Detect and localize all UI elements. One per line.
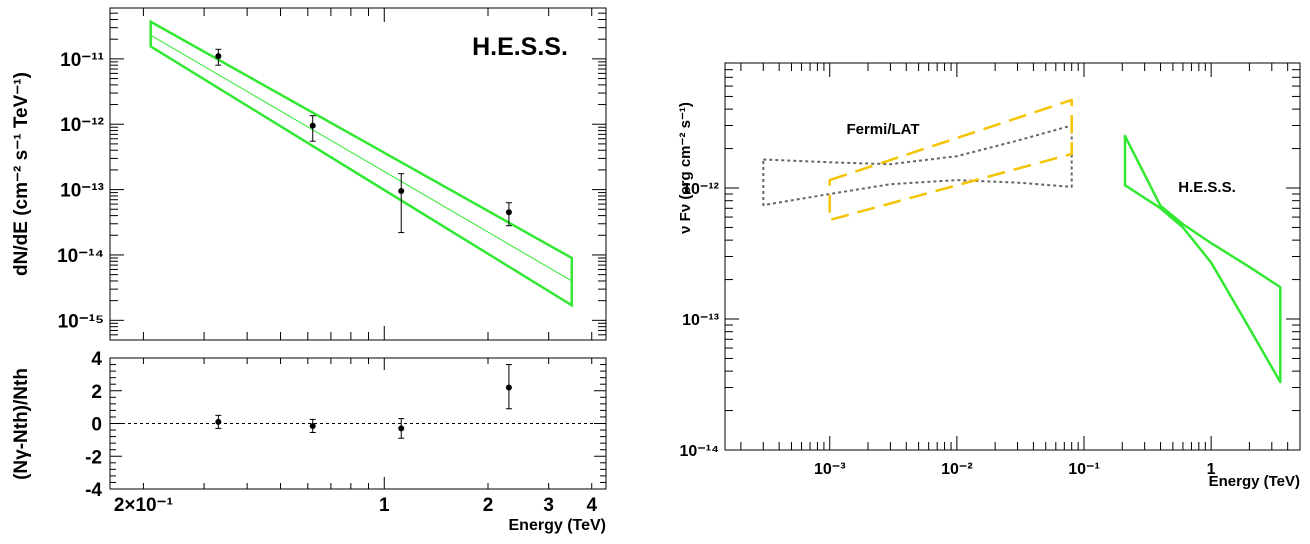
spectrum-axes: 10⁻¹¹ 10⁻¹² 10⁻¹³ 10⁻¹⁴ 10⁻¹⁵ <box>57 7 606 341</box>
residual-point <box>215 418 222 425</box>
residual-x-axis-label: Energy (TeV) <box>509 517 607 534</box>
data-point <box>215 53 222 60</box>
x-tick-label: 10⁻¹ <box>1068 461 1100 478</box>
y-tick-label: 4 <box>91 349 102 370</box>
sed-plot-frame <box>724 62 1301 451</box>
fermi-alt-band <box>828 98 1073 222</box>
best-fit-line <box>150 34 573 282</box>
y-tick-label: 10⁻¹⁵ <box>58 311 104 332</box>
spectrum-plot-frame <box>109 7 607 341</box>
sed-marks <box>762 98 1282 384</box>
data-point <box>309 122 316 129</box>
fermi-series-label: Fermi/LAT <box>846 121 919 138</box>
y-tick-label: 10⁻¹³ <box>682 312 719 329</box>
hess-band <box>1123 134 1282 384</box>
x-tick-label: 10⁻³ <box>814 461 846 478</box>
y-tick-label: 10⁻¹² <box>60 115 104 136</box>
data-point <box>398 188 405 195</box>
y-tick-label: -2 <box>85 447 102 468</box>
sed-axes: 10⁻³ 10⁻² 10⁻¹ 1 10⁻¹² 10⁻¹³ 10⁻¹⁴ <box>680 62 1301 478</box>
spectrum-title: H.E.S.S. <box>472 33 568 61</box>
y-tick-label: 10⁻¹² <box>682 181 719 198</box>
y-tick-label: 10⁻¹¹ <box>60 50 104 71</box>
x-tick-label: 1 <box>1207 461 1216 478</box>
x-tick-label: 3 <box>543 495 554 516</box>
y-tick-label: -4 <box>85 480 102 501</box>
y-tick-label: 10⁻¹⁴ <box>680 443 720 460</box>
y-tick-label: 0 <box>91 415 102 436</box>
fermi-lat-band <box>762 124 1073 207</box>
data-point <box>505 209 512 216</box>
residual-point <box>505 384 512 391</box>
residual-y-axis-label: (Nγ-Nth)/Nth <box>11 368 32 480</box>
hess-series-label: H.E.S.S. <box>1178 179 1236 196</box>
sed-x-axis-label: Energy (TeV) <box>1209 473 1300 490</box>
x-tick-label: 4 <box>586 495 597 516</box>
spectrum-marks <box>149 19 574 308</box>
y-tick-label: 10⁻¹⁴ <box>57 246 104 267</box>
residual-point <box>398 425 405 432</box>
x-tick-label: 2 <box>483 495 494 516</box>
y-tick-label: 2 <box>91 382 102 403</box>
spectrum-y-axis-label: dN/dE (cm⁻² s⁻¹ TeV⁻¹) <box>11 72 32 276</box>
sed-y-axis-label: ν Fν (erg cm⁻² s⁻¹) <box>677 102 694 234</box>
residual-marks <box>110 364 606 439</box>
x-tick-label: 2×10⁻¹ <box>114 495 173 516</box>
x-tick-label: 10⁻² <box>941 461 973 478</box>
x-tick-label: 1 <box>379 495 390 516</box>
y-tick-label: 10⁻¹³ <box>60 181 104 202</box>
fit-band <box>149 19 574 308</box>
residual-axes: 2×10⁻¹ 1 2 3 4 4 2 0 -2 -4 <box>85 349 606 516</box>
residual-point <box>309 422 316 429</box>
